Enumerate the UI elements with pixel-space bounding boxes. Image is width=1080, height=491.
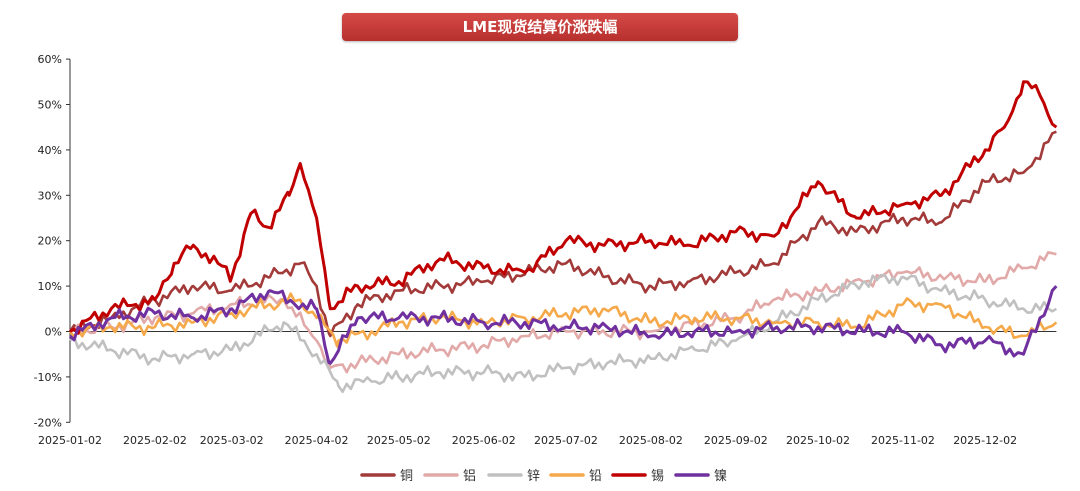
series-line-5 — [68, 285, 1058, 365]
y-tick-label: 20% — [38, 235, 62, 248]
x-tick-label: 2025-02-02 — [123, 434, 187, 447]
y-tick-label: 50% — [38, 99, 62, 112]
series-line-4 — [69, 80, 1058, 335]
x-tick-label: 2025-12-02 — [953, 434, 1017, 447]
legend-label: 锡 — [651, 469, 664, 484]
x-tick-label: 2025-04-02 — [285, 434, 349, 447]
legend-label: 镍 — [714, 469, 727, 484]
y-tick-label: 40% — [38, 144, 62, 157]
x-tick-label: 2025-11-02 — [871, 434, 935, 447]
y-tick-label: -10% — [34, 371, 62, 384]
legend-label: 铝 — [463, 469, 476, 484]
series-line-2 — [69, 273, 1058, 394]
x-tick-label: 2025-09-02 — [704, 434, 768, 447]
x-tick-label: 2025-05-02 — [367, 434, 431, 447]
y-tick-label: -20% — [34, 416, 62, 429]
series-line-0 — [68, 130, 1057, 338]
legend-label: 锌 — [527, 469, 540, 484]
x-tick-label: 2025-03-02 — [200, 434, 264, 447]
legend-label: 铜 — [400, 469, 413, 484]
x-tick-label: 2025-07-02 — [534, 434, 598, 447]
y-tick-label: 10% — [38, 280, 62, 293]
y-tick-label: 30% — [38, 189, 62, 202]
x-tick-label: 2025-01-02 — [38, 434, 102, 447]
chart-title: LME现货结算价涨跌幅 — [342, 13, 738, 41]
x-tick-label: 2025-08-02 — [619, 434, 683, 447]
series-line-3 — [68, 292, 1058, 348]
legend-label: 铅 — [589, 469, 602, 484]
y-tick-label: 0% — [45, 326, 62, 339]
series-line-1 — [69, 251, 1057, 374]
x-tick-label: 2025-06-02 — [452, 434, 516, 447]
x-tick-label: 2025-10-02 — [786, 434, 850, 447]
y-tick-label: 60% — [38, 53, 62, 66]
